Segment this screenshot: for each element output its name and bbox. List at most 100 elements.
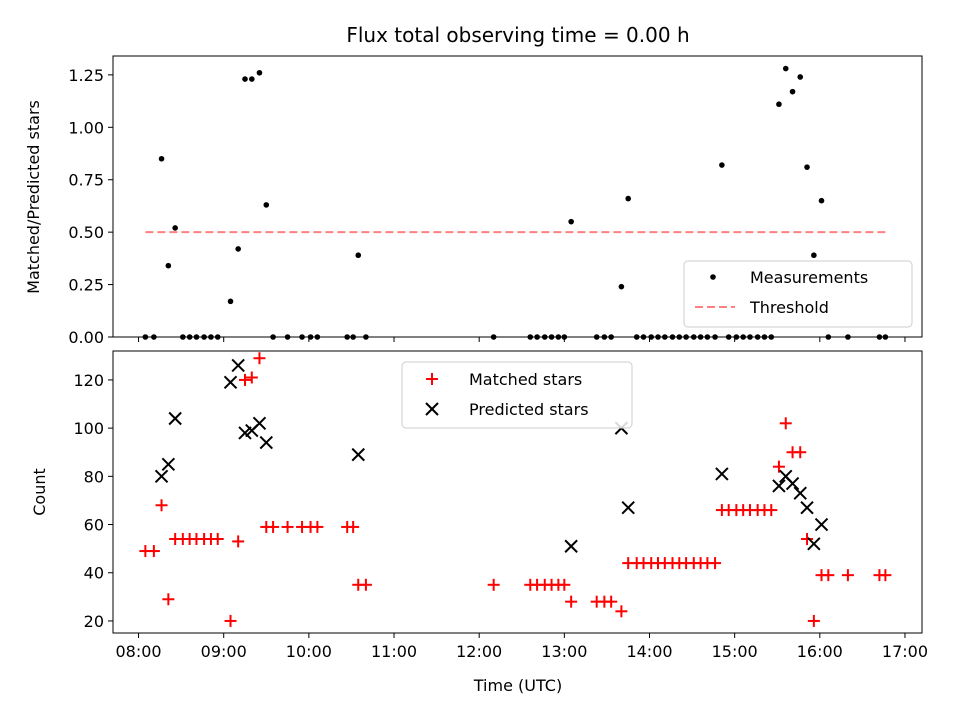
measurement-point — [227, 298, 234, 305]
measurement-point — [355, 252, 362, 259]
matched-stars-point — [822, 569, 835, 582]
panel-counts: 20 40 60 80 100 120 08:00 09:00 10:00 11:00 12:00 1… — [30, 350, 928, 695]
matched-stars-point — [245, 371, 258, 384]
top-y-axis-label: Matched/Predicted stars — [24, 100, 43, 294]
predicted-stars-point — [785, 476, 800, 491]
matched-stars-point — [765, 504, 778, 517]
chart-title: Flux total observing time = 0.00 h — [346, 23, 689, 47]
predicted-stars-point — [793, 486, 807, 500]
x-tick-label: 17:00 — [882, 642, 928, 661]
measurement-point — [782, 65, 789, 72]
matched-stars-point — [779, 417, 792, 430]
bottom-axis-ticks: 20 40 60 80 100 120 08:00 09:00 10:00 11:00 12:00 1… — [73, 371, 928, 661]
matched-stars-point — [281, 520, 294, 533]
matched-stars-point — [267, 520, 280, 533]
legend-matched-label: Matched stars — [469, 370, 582, 389]
measurement-point — [818, 197, 825, 204]
x-tick-label: 09:00 — [201, 642, 247, 661]
y-tick-label: 100 — [73, 419, 104, 438]
top-legend-box — [683, 260, 913, 328]
legend-measurements-marker — [710, 274, 716, 280]
measurement-point — [625, 195, 632, 202]
measurement-point — [811, 252, 817, 259]
predicted-stars-point — [154, 469, 169, 484]
matched-stars-point — [487, 578, 500, 591]
bottom-legend-box — [401, 361, 633, 429]
matched-stars-point — [162, 593, 175, 606]
legend-matched-marker — [426, 373, 438, 385]
top-legend: Measurements Threshold — [683, 260, 913, 328]
matched-stars-point — [347, 520, 360, 533]
predicted-stars-point — [621, 500, 635, 515]
bottom-y-axis-label: Count — [30, 468, 49, 516]
x-tick-label: 15:00 — [712, 642, 758, 661]
measurement-point — [719, 162, 725, 168]
measurement-point — [249, 76, 255, 82]
predicted-stars-point — [161, 457, 176, 471]
matched-stars-point — [772, 460, 785, 473]
matched-stars-point — [801, 533, 814, 545]
top-axes-frame — [112, 55, 923, 338]
matched-stars-point — [615, 605, 628, 618]
matched-stars-point — [211, 533, 224, 545]
measurement-point — [776, 101, 782, 108]
matched-stars-point — [232, 535, 245, 548]
matched-stars-point — [565, 595, 578, 608]
predicted-stars-point — [800, 500, 814, 515]
y-tick-label: 0.50 — [68, 223, 104, 242]
measurement-point — [165, 262, 172, 269]
matched-stars-point — [359, 578, 372, 591]
matched-stars-point — [841, 569, 854, 582]
predicted-stars-point — [259, 435, 273, 450]
matched-stars-point — [558, 578, 571, 591]
y-tick-label: 40 — [84, 564, 104, 583]
y-tick-label: 80 — [84, 467, 104, 486]
measurement-point — [158, 155, 165, 162]
y-tick-label: 20 — [84, 612, 104, 631]
legend-threshold-label: Threshold — [749, 298, 829, 317]
matched-stars-point — [147, 545, 160, 558]
matched-stars-point — [879, 569, 892, 582]
x-tick-label: 08:00 — [115, 642, 161, 661]
y-tick-label: 60 — [84, 516, 104, 535]
measurement-point — [568, 218, 574, 225]
y-tick-label: 120 — [73, 371, 104, 390]
measurement-point — [263, 202, 270, 208]
legend-measurements-label: Measurements — [750, 268, 868, 287]
measurement-point — [256, 69, 263, 76]
matched-stars-point — [709, 557, 722, 570]
y-tick-label: 1.25 — [68, 66, 104, 85]
measurement-point — [804, 164, 810, 170]
matched-stars-point — [253, 352, 266, 365]
panel-flux-ratio: 0.00 0.25 0.50 0.75 1.00 1.25 Matched/Predict… — [24, 55, 923, 347]
legend-predicted-marker — [425, 402, 439, 416]
matched-stars-point — [224, 614, 237, 627]
bottom-legend: Matched stars Predicted stars — [401, 361, 633, 429]
matched-stars-point — [794, 446, 807, 459]
predicted-stars-point — [814, 517, 829, 532]
matched-stars-point — [155, 499, 168, 512]
x-tick-label: 10:00 — [286, 642, 332, 661]
predicted-stars-point — [252, 416, 267, 431]
predicted-stars-point — [168, 411, 182, 426]
measurement-point — [172, 225, 178, 231]
x-tick-label: 12:00 — [456, 642, 502, 661]
y-tick-label: 0.25 — [68, 276, 104, 295]
matched-stars-point — [238, 373, 251, 386]
measurement-point — [789, 88, 796, 95]
predicted-stars-point — [772, 479, 786, 493]
predicted-stars-point — [807, 537, 821, 551]
predicted-stars-point — [715, 467, 729, 481]
predicted-stars-point — [231, 358, 245, 373]
measurement-point — [235, 246, 241, 252]
top-axis-ticks: 0.00 0.25 0.50 0.75 1.00 1.25 — [68, 66, 906, 347]
bottom-axes-frame — [112, 350, 923, 634]
y-tick-label: 0.00 — [68, 328, 104, 347]
x-tick-label: 14:00 — [626, 642, 672, 661]
y-tick-label: 0.75 — [68, 171, 104, 190]
x-tick-label: 13:00 — [541, 642, 587, 661]
y-tick-label: 1.00 — [68, 118, 104, 137]
measurement-point — [797, 74, 804, 80]
matched-stars-point — [605, 595, 618, 608]
